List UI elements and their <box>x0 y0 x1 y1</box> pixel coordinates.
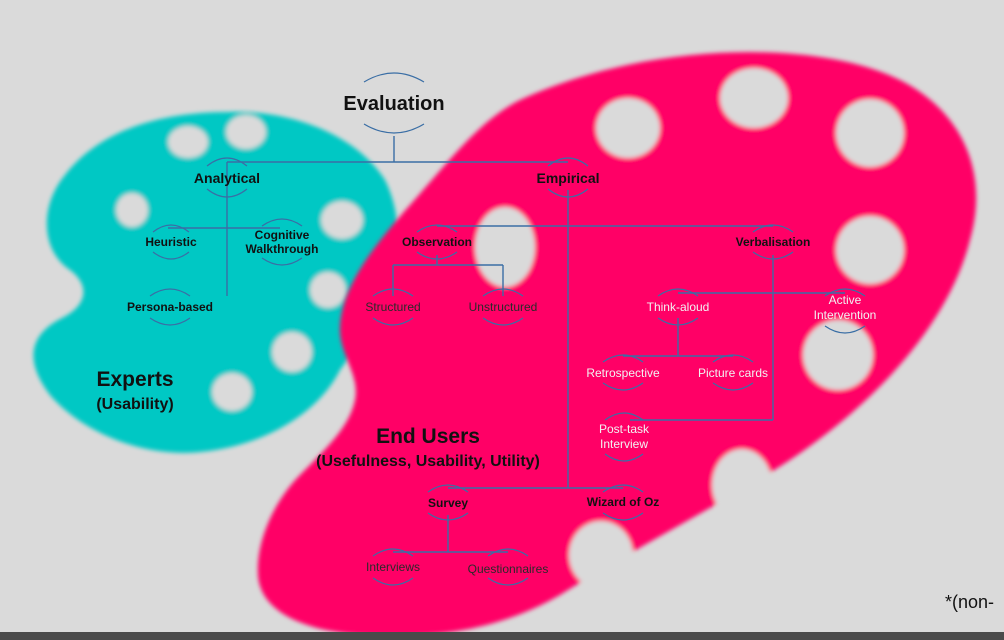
node-unstructured: Unstructured <box>469 300 538 314</box>
node-cognitive-l2: Walkthrough <box>246 242 319 256</box>
endusers-subtitle: (Usefulness, Usability, Utility) <box>316 453 540 470</box>
experts-title: Experts <box>96 368 173 391</box>
node-think-aloud: Think-aloud <box>647 300 710 314</box>
node-analytical: Analytical <box>194 170 260 186</box>
node-empirical: Empirical <box>536 170 599 186</box>
footnote: *(non- <box>945 592 994 612</box>
node-posttask-l2: Interview <box>600 437 648 451</box>
connectors <box>168 136 845 553</box>
experts-subtitle: (Usability) <box>96 396 173 413</box>
node-questionnaires: Questionnaires <box>468 562 549 576</box>
node-evaluation: Evaluation <box>343 93 444 115</box>
node-active-l1: Active <box>829 293 862 307</box>
node-cognitive-l1: Cognitive <box>255 228 310 242</box>
bottom-bar <box>0 632 1004 640</box>
node-verbalisation: Verbalisation <box>736 235 811 249</box>
node-brackets <box>149 72 866 586</box>
node-interviews: Interviews <box>366 560 420 574</box>
node-wizard-of-oz: Wizard of Oz <box>587 495 660 509</box>
node-heuristic: Heuristic <box>145 235 197 249</box>
node-structured: Structured <box>365 300 420 314</box>
node-active-l2: Intervention <box>814 308 877 322</box>
node-persona-based: Persona-based <box>127 300 213 314</box>
endusers-title: End Users <box>376 425 480 448</box>
experts-palette <box>33 111 398 453</box>
node-picture-cards: Picture cards <box>698 366 768 380</box>
node-labels: Evaluation Analytical Empirical Heuristi… <box>127 93 876 576</box>
node-posttask-l1: Post-task <box>599 422 650 436</box>
node-survey: Survey <box>428 496 468 510</box>
node-observation: Observation <box>402 235 472 249</box>
node-retrospective: Retrospective <box>586 366 660 380</box>
group-labels: Experts (Usability) End Users (Usefulnes… <box>96 368 540 470</box>
endusers-palette <box>257 52 977 637</box>
